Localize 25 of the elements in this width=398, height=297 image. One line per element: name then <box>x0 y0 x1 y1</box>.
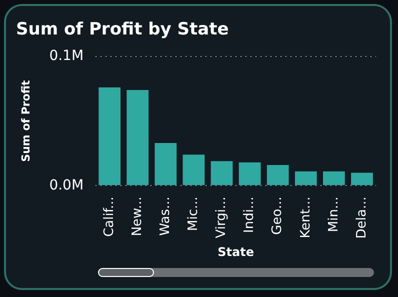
x-tick-label: Indi... <box>242 196 258 233</box>
x-tick-label: Dela... <box>354 196 370 239</box>
x-tick-label: New... <box>130 196 145 236</box>
chart-title: Sum of Profit by State <box>16 20 229 40</box>
x-tick-label: Kent... <box>298 196 314 238</box>
bar <box>294 171 317 186</box>
y-tick-label: 0.1M <box>49 48 84 64</box>
bar <box>210 161 233 186</box>
bar <box>351 172 373 186</box>
x-tick-label: Virgi... <box>214 196 230 238</box>
y-tick-label: 0.0M <box>49 177 84 194</box>
x-tick-label: Calif... <box>102 196 117 237</box>
bar <box>98 87 121 186</box>
bar <box>238 162 261 186</box>
bar <box>266 164 289 186</box>
x-tick-label: Mic... <box>186 196 202 231</box>
x-tick-label: Was... <box>158 196 174 236</box>
y-axis-title: Sum of Profit <box>19 80 32 162</box>
x-tick-label: Geo... <box>270 196 286 235</box>
bar <box>154 142 177 186</box>
x-tick-label: Min... <box>326 196 342 232</box>
bar <box>322 171 345 186</box>
bar <box>182 154 205 186</box>
bar <box>126 90 149 186</box>
x-axis-title: State <box>218 244 254 259</box>
